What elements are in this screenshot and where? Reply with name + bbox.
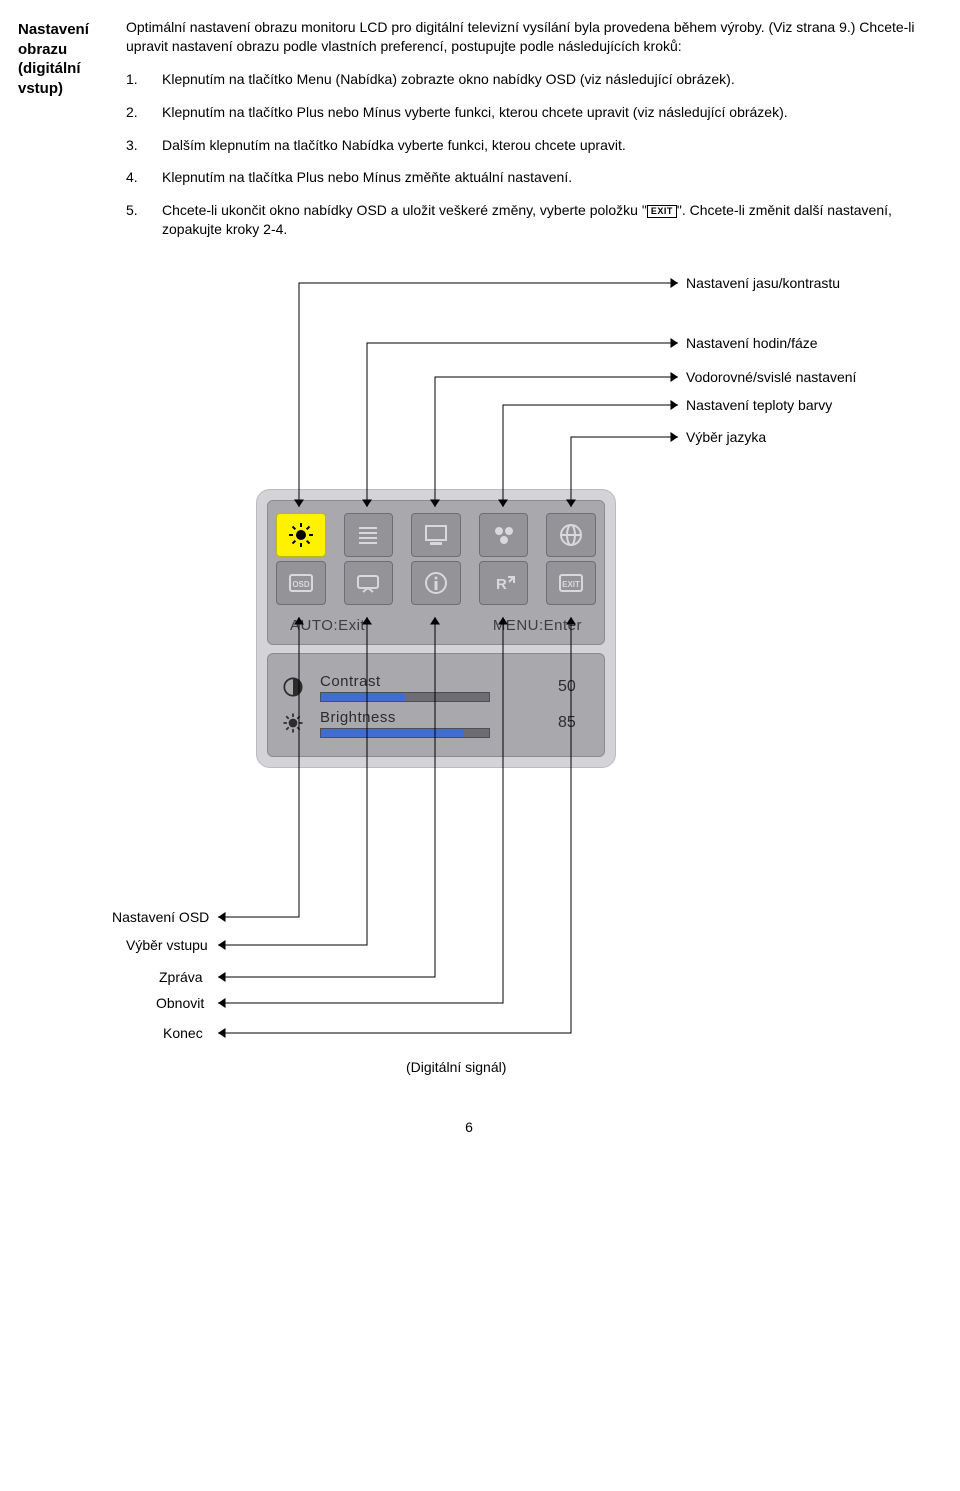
sidebar-line3: (digitální [18, 60, 81, 77]
step-item: 4. Klepnutím na tlačítka Plus nebo Mínus… [126, 168, 920, 187]
step-number: 5. [126, 201, 162, 239]
exit-badge-icon: EXIT [647, 205, 677, 218]
signal-label: (Digitální signál) [406, 1059, 506, 1075]
brightness-icon[interactable] [276, 513, 326, 557]
osd-hint-row: AUTO:Exit MENU:Enter [276, 609, 596, 636]
contrast-icon [278, 672, 308, 702]
step-item: 1. Klepnutím na tlačítko Menu (Nabídka) … [126, 70, 920, 89]
osd-icon-grid: OSD R EXIT AUTO:Exit MENU:Enter [267, 500, 605, 645]
svg-text:OSD: OSD [292, 580, 310, 589]
osd-hint-right: MENU:Enter [493, 617, 582, 634]
osd-settings-icon[interactable]: OSD [276, 561, 326, 605]
callout-left-1: Výběr vstupu [126, 937, 208, 953]
callout-right-3: Nastavení teploty barvy [686, 397, 832, 413]
sidebar-heading: Nastavení obrazu (digitální vstup) [18, 18, 108, 1089]
callout-left-2: Zpráva [159, 969, 203, 985]
slider-value: 85 [558, 714, 594, 732]
brightness-icon [278, 708, 308, 738]
step-item: 3. Dalším klepnutím na tlačítko Nabídka … [126, 136, 920, 155]
page-number: 6 [18, 1119, 920, 1135]
osd-panel: OSD R EXIT AUTO:Exit MENU:Enter Contrast 50… [256, 489, 616, 768]
callout-left-0: Nastavení OSD [112, 909, 209, 925]
information-icon[interactable] [411, 561, 461, 605]
step-number: 1. [126, 70, 162, 89]
slider-bar[interactable] [320, 728, 490, 738]
step-number: 3. [126, 136, 162, 155]
step-text: Klepnutím na tlačítka Plus nebo Mínus zm… [162, 168, 920, 187]
osd-slider-panel: Contrast 50 Brightness 85 [267, 653, 605, 757]
clock-phase-icon[interactable] [344, 513, 394, 557]
step-text: Klepnutím na tlačítko Plus nebo Mínus vy… [162, 103, 920, 122]
callout-left-3: Obnovit [156, 995, 204, 1011]
step-number: 2. [126, 103, 162, 122]
svg-text:EXIT: EXIT [562, 580, 580, 589]
slider-row-contrast: Contrast 50 [278, 672, 594, 702]
callout-left-4: Konec [163, 1025, 203, 1041]
sidebar-line1: Nastavení [18, 21, 89, 38]
osd-hint-left: AUTO:Exit [290, 617, 365, 634]
position-icon[interactable] [411, 513, 461, 557]
slider-label: Contrast [320, 673, 546, 690]
input-select-icon[interactable] [344, 561, 394, 605]
main-content: Optimální nastavení obrazu monitoru LCD … [126, 18, 920, 1089]
language-icon[interactable] [546, 513, 596, 557]
callout-right-2: Vodorovné/svislé nastavení [686, 369, 856, 385]
callout-right-4: Výběr jazyka [686, 429, 766, 445]
step-number: 4. [126, 168, 162, 187]
color-temp-icon[interactable] [479, 513, 529, 557]
intro-paragraph: Optimální nastavení obrazu monitoru LCD … [126, 18, 920, 56]
callout-right-1: Nastavení hodin/fáze [686, 335, 818, 351]
step-text: Chcete-li ukončit okno nabídky OSD a ulo… [162, 201, 920, 239]
svg-text:R: R [496, 576, 507, 593]
sidebar-line4: vstup) [18, 80, 63, 97]
reset-icon[interactable]: R [479, 561, 529, 605]
sidebar-line2: obrazu [18, 41, 67, 58]
step-item: 2. Klepnutím na tlačítko Plus nebo Mínus… [126, 103, 920, 122]
callout-right-0: Nastavení jasu/kontrastu [686, 275, 840, 291]
steps-list: 1. Klepnutím na tlačítko Menu (Nabídka) … [126, 70, 920, 239]
step-text: Dalším klepnutím na tlačítko Nabídka vyb… [162, 136, 920, 155]
slider-label: Brightness [320, 709, 546, 726]
step-text: Klepnutím na tlačítko Menu (Nabídka) zob… [162, 70, 920, 89]
osd-diagram: OSD R EXIT AUTO:Exit MENU:Enter Contrast 50… [106, 269, 886, 1089]
exit-icon[interactable]: EXIT [546, 561, 596, 605]
step-item: 5. Chcete-li ukončit okno nabídky OSD a … [126, 201, 920, 239]
slider-bar[interactable] [320, 692, 490, 702]
slider-row-brightness: Brightness 85 [278, 708, 594, 738]
slider-value: 50 [558, 678, 594, 696]
